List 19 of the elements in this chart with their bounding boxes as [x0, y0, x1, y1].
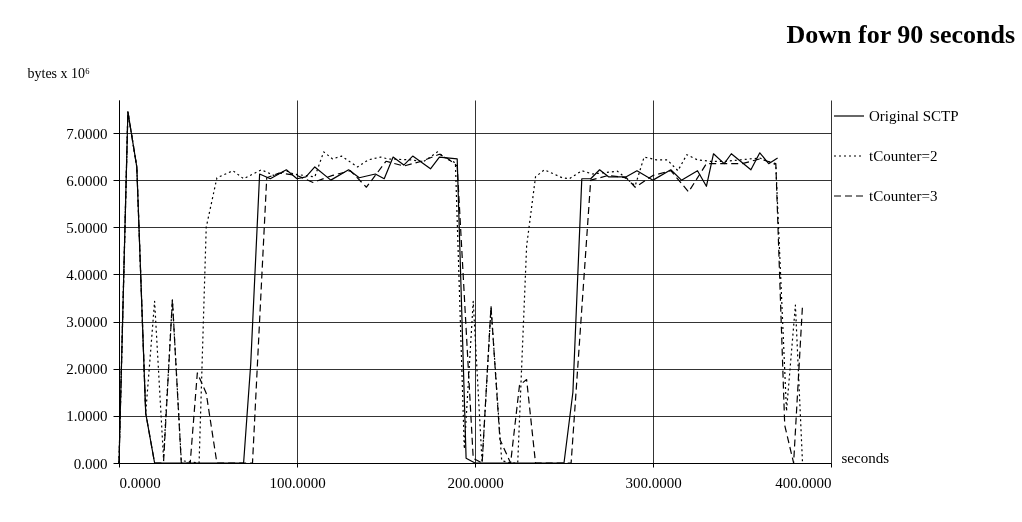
y-axis-title: bytes x 10⁶ — [27, 65, 91, 81]
legend-label: tCounter=2 — [869, 148, 938, 164]
x-tick-label: 0.0000 — [119, 474, 161, 491]
x-tick-label: 200.0000 — [447, 474, 504, 491]
y-tick-label: 4.0000 — [66, 266, 108, 283]
x-axis-title: seconds — [841, 449, 890, 466]
y-tick-label: 0.000 — [73, 455, 108, 472]
legend-label: Original SCTP — [869, 108, 959, 124]
text: Down for 90 seconds — [786, 20, 1015, 49]
legend-label: tCounter=3 — [869, 188, 938, 204]
x-tick-label: 400.0000 — [775, 474, 832, 491]
y-tick-label: 5.0000 — [66, 219, 108, 236]
y-tick-label: 3.0000 — [66, 314, 108, 331]
y-tick-label: 6.0000 — [66, 172, 108, 189]
x-tick-label: 300.0000 — [625, 474, 682, 491]
y-tick-label: 1.0000 — [66, 408, 108, 425]
x-tick-label: 100.0000 — [269, 474, 326, 491]
y-tick-label: 7.0000 — [66, 125, 108, 142]
y-tick-label: 2.0000 — [66, 361, 108, 378]
